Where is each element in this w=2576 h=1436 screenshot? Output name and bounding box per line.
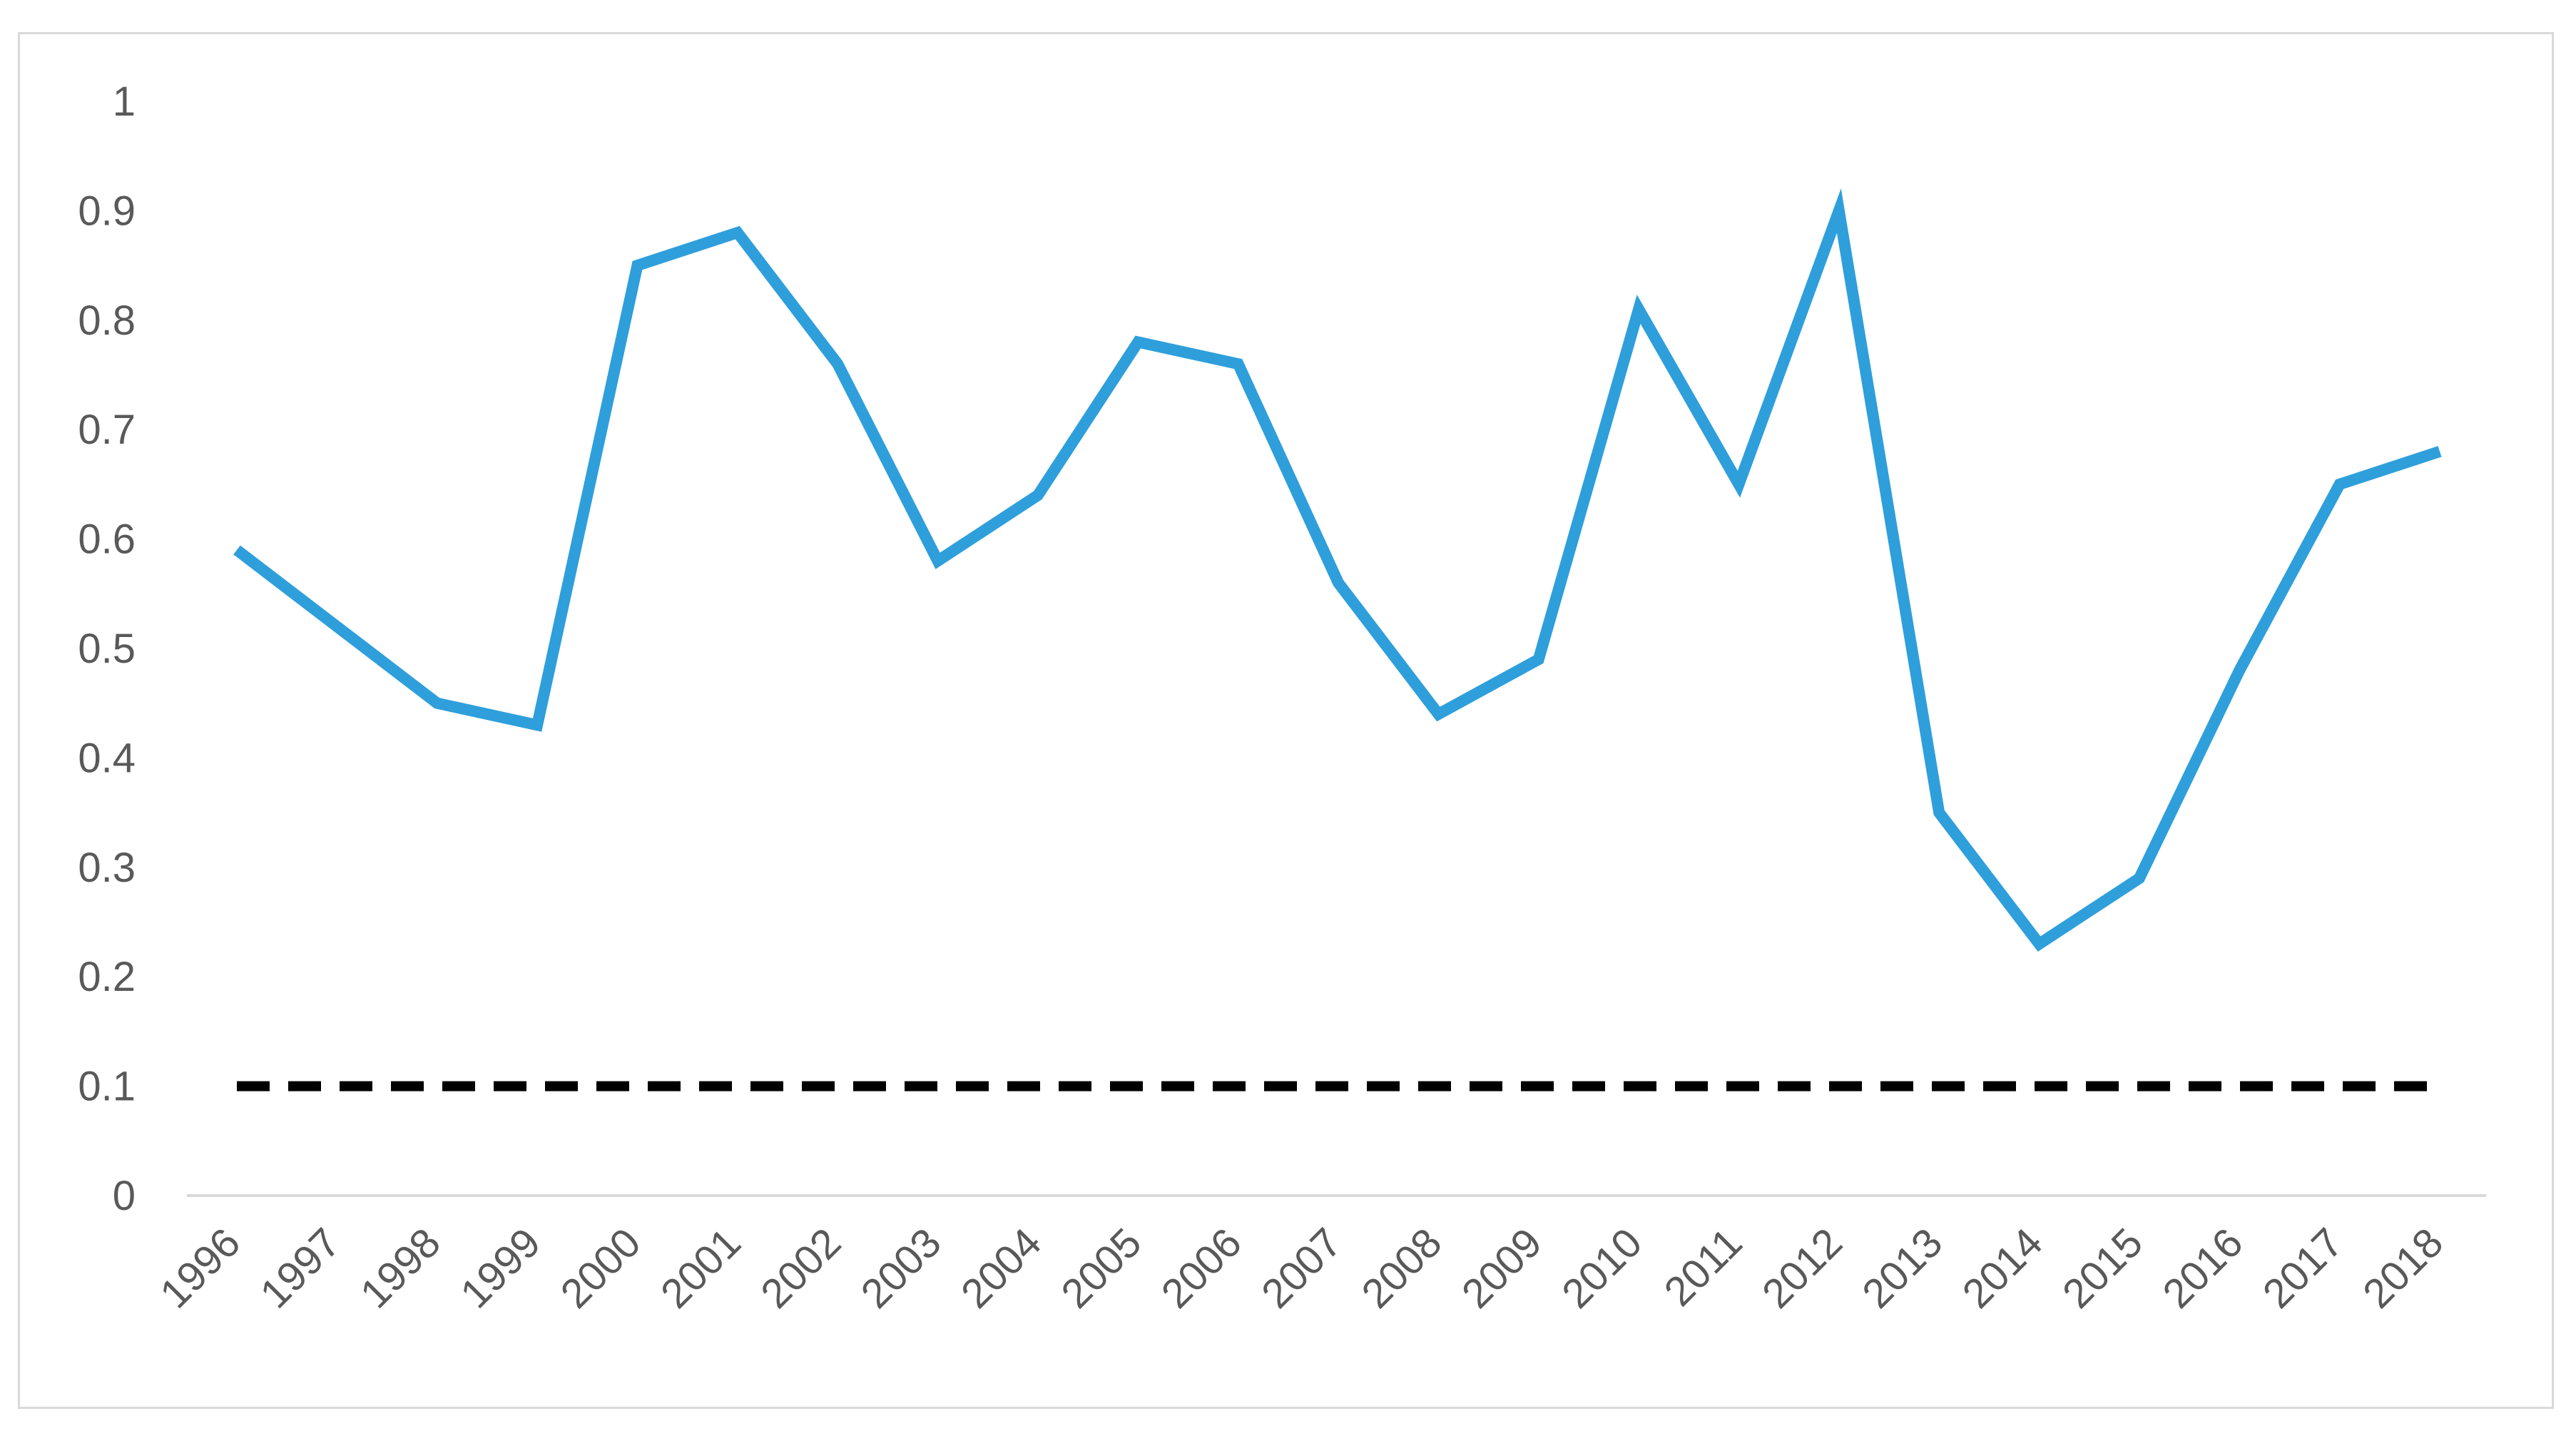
x-tick-label: 1997 — [251, 1219, 349, 1317]
x-tick-label: 2003 — [852, 1219, 950, 1317]
y-tick-label: 0.1 — [78, 1064, 136, 1110]
x-tick-label: 2011 — [1655, 1219, 1751, 1315]
x-tick-label: 2013 — [1853, 1219, 1951, 1317]
x-tick-label: 2008 — [1353, 1219, 1450, 1317]
chart-frame — [18, 32, 2554, 1409]
y-tick-label: 0.4 — [78, 735, 136, 781]
x-tick-label: 1998 — [352, 1219, 449, 1317]
y-tick-label: 0.8 — [78, 297, 136, 344]
x-tick-label: 2006 — [1153, 1219, 1251, 1317]
y-axis-tick-labels: 0 0.1 0.2 0.3 0.4 0.5 0.6 0.7 0.8 0.9 1 — [78, 78, 136, 1219]
x-tick-label: 2018 — [2354, 1219, 2452, 1317]
x-tick-label: 2007 — [1253, 1219, 1350, 1317]
y-tick-label: 0.9 — [78, 188, 136, 234]
y-tick-label: 0.3 — [78, 845, 136, 891]
y-tick-label: 0.5 — [78, 626, 136, 672]
x-tick-label: 2012 — [1753, 1219, 1851, 1317]
series-line — [233, 188, 2442, 952]
x-tick-label: 2009 — [1453, 1219, 1551, 1317]
x-tick-label: 1999 — [452, 1219, 549, 1317]
x-tick-label: 2017 — [2254, 1219, 2352, 1317]
x-axis-tick-labels: 1996 1997 1998 1999 2000 2001 2002 2003 2004 2005… — [151, 1219, 2452, 1317]
y-tick-label: 0.7 — [78, 407, 136, 453]
y-tick-label: 0.2 — [78, 954, 136, 1000]
x-tick-label: 2002 — [752, 1219, 850, 1317]
series-layer — [233, 188, 2442, 1091]
x-tick-label: 2000 — [551, 1219, 649, 1317]
x-tick-label: 2004 — [952, 1219, 1050, 1317]
y-tick-label: 1 — [113, 78, 136, 125]
x-tick-label: 2005 — [1052, 1219, 1150, 1317]
y-tick-label: 0.6 — [78, 516, 136, 563]
x-tick-label: 2015 — [2054, 1219, 2152, 1317]
x-tick-label: 2010 — [1553, 1219, 1651, 1317]
x-tick-label: 2014 — [1954, 1219, 2052, 1317]
y-tick-label: 0 — [113, 1173, 136, 1219]
x-tick-label: 1996 — [151, 1219, 249, 1317]
x-tick-label: 2001 — [652, 1219, 750, 1317]
x-tick-label: 2016 — [2154, 1219, 2251, 1317]
